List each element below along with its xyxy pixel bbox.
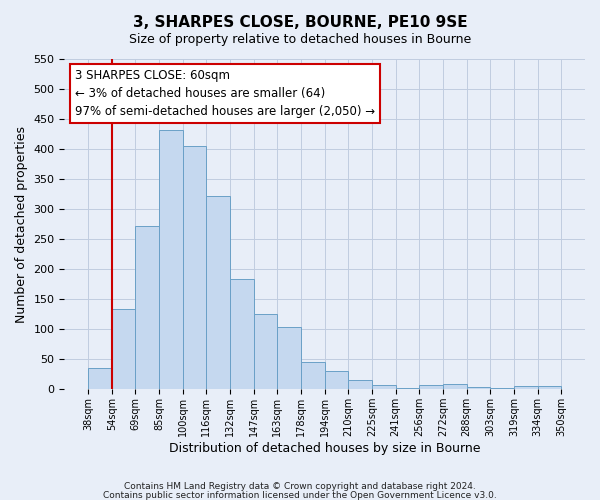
Bar (467, 387, 490, 390)
Y-axis label: Number of detached properties: Number of detached properties (15, 126, 28, 322)
Text: Contains public sector information licensed under the Open Government Licence v3: Contains public sector information licen… (103, 490, 497, 500)
Bar (443, 384, 467, 390)
Bar (395, 388, 419, 390)
Bar (254, 314, 277, 390)
Bar (301, 362, 325, 390)
Bar (349, 380, 372, 390)
Bar (230, 279, 254, 390)
Bar (159, 130, 183, 390)
Bar (538, 386, 562, 390)
Text: Size of property relative to detached houses in Bourne: Size of property relative to detached ho… (129, 32, 471, 46)
Text: Contains HM Land Registry data © Crown copyright and database right 2024.: Contains HM Land Registry data © Crown c… (124, 482, 476, 491)
Bar (206, 196, 230, 390)
Bar (325, 372, 349, 390)
Bar (490, 388, 514, 390)
Bar (277, 328, 301, 390)
Bar (514, 386, 538, 390)
Text: 3, SHARPES CLOSE, BOURNE, PE10 9SE: 3, SHARPES CLOSE, BOURNE, PE10 9SE (133, 15, 467, 30)
Bar (88, 368, 112, 390)
Bar (112, 310, 136, 390)
X-axis label: Distribution of detached houses by size in Bourne: Distribution of detached houses by size … (169, 442, 481, 455)
Text: 3 SHARPES CLOSE: 60sqm
← 3% of detached houses are smaller (64)
97% of semi-deta: 3 SHARPES CLOSE: 60sqm ← 3% of detached … (75, 69, 375, 118)
Bar (136, 226, 159, 390)
Bar (372, 385, 395, 390)
Bar (419, 385, 443, 390)
Bar (183, 146, 206, 390)
